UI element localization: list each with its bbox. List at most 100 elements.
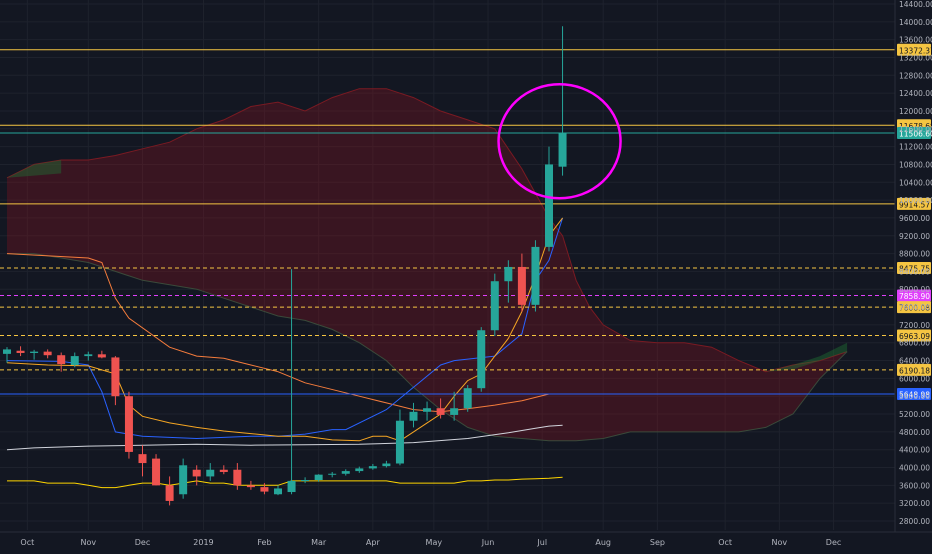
price-axis[interactable]: 14400.00 14000.00 13600.00 13200.00 12800.00… [894,0,932,532]
price-tick-label: 3200.00 [899,499,930,508]
candle-body-up[interactable] [30,351,39,353]
candle-body-up[interactable] [341,471,350,474]
price-tick-label: 4400.00 [899,446,930,455]
candle-body-down[interactable] [192,469,201,477]
grid-lines [0,0,895,530]
candle-body-up[interactable] [179,465,188,495]
level-price-tag[interactable] [897,329,931,342]
candle-body-up[interactable] [531,246,540,305]
volume-line [7,476,563,489]
candle-body-down[interactable] [246,485,255,488]
price-tick-label: 2800.00 [899,517,930,526]
candle-body-up[interactable] [314,474,323,480]
time-tick-label: Oct [718,538,732,547]
level-price-tag[interactable] [897,388,931,401]
price-tick-label: 4800.00 [899,428,930,437]
price-tick-label: 9600.00 [899,214,930,223]
price-tick-label: 3600.00 [899,481,930,490]
candle-body-up[interactable] [463,388,472,409]
candle-body-up[interactable] [3,349,11,354]
candle-body-down[interactable] [260,487,269,492]
price-tick-label: 13600.00 [899,36,932,45]
level-price-tag[interactable] [897,289,931,302]
candle-body-down[interactable] [517,266,526,305]
price-tick-label: 10400.00 [899,178,932,187]
candle-body-up[interactable] [70,356,79,366]
time-tick-label: 2019 [193,538,213,547]
candle-body-up[interactable] [504,266,513,282]
level-price-tag[interactable] [897,197,931,210]
candle-body-up[interactable] [274,488,282,495]
time-tick-label: Jun [481,538,495,547]
candle-body-down[interactable] [152,458,161,486]
cloud-upper-edge [6,88,848,373]
time-axis[interactable]: Oct Nov Dec 2019 Feb Mar Apr May Jun Jul Aug Sep Oct… [0,531,932,547]
price-tick-label: 12400.00 [899,89,932,98]
candle-body-down[interactable] [138,454,147,464]
price-tick-label: 10000.00 [899,196,932,205]
candle-body-down[interactable] [124,396,133,452]
price-tick-label: 12000.00 [899,107,932,116]
candlesticks[interactable] [3,26,567,506]
price-tick-label: 11200.00 [899,143,932,152]
level-price-tag[interactable] [897,301,931,314]
level-price-label: 6190.18 [899,366,930,375]
price-tick-label: 5200.00 [899,410,930,419]
level-price-label: 6963.09 [899,332,930,341]
time-tick-label: Jul [536,538,547,547]
level-price-label: 11678.68 [899,122,932,131]
candle-body-up[interactable] [490,281,499,331]
level-price-tag[interactable] [897,363,931,376]
candle-body-up[interactable] [355,468,364,472]
time-tick-label: Oct [20,538,34,547]
candle-body-up[interactable] [287,480,296,493]
price-tick-label: 5600.00 [899,392,930,401]
candle-body-up[interactable] [382,463,391,467]
price-tick-label: 4000.00 [899,464,930,473]
level-price-tag[interactable] [897,43,931,56]
level-price-label: 13372.37 [899,46,932,55]
time-tick-label: Dec [826,538,841,547]
candle-body-up[interactable] [301,479,310,481]
candle-body-up[interactable] [368,466,377,469]
ma-fast-line [6,217,563,442]
candle-body-up[interactable] [206,469,215,477]
highlight-circle[interactable] [497,83,622,200]
candle-body-down[interactable] [16,350,25,353]
candle-body-down[interactable] [233,469,242,486]
price-tick-label: 6400.00 [899,357,930,366]
candle-body-down[interactable] [219,469,228,472]
price-tick-label: 8400.00 [899,267,930,276]
candle-body-up[interactable] [450,408,459,415]
candle-body-up[interactable] [328,473,337,475]
level-price-tag[interactable] [897,126,931,139]
candle-body-down[interactable] [165,485,174,501]
candle-body-up[interactable] [84,354,93,357]
candle-body-up[interactable] [558,133,567,167]
level-price-label: 11506.60 [899,129,932,138]
candle-body-down[interactable] [97,354,106,358]
candle-body-down[interactable] [436,408,445,415]
tenkan-line [6,217,564,440]
price-tick-label: 6800.00 [899,339,930,348]
level-price-label: 5648.98 [899,391,930,400]
annotations[interactable] [497,83,622,200]
candle-body-up[interactable] [395,420,404,464]
candle-body-up[interactable] [545,164,553,247]
price-tick-label: 14000.00 [899,18,932,27]
candle-body-down[interactable] [57,355,66,365]
candle-body-down[interactable] [111,357,120,397]
candle-body-up[interactable] [409,411,418,421]
level-price-tag[interactable] [897,262,931,275]
candle-body-down[interactable] [43,351,52,356]
candle-body-up[interactable] [477,330,486,389]
level-price-label: 7600.08 [899,304,930,313]
level-price-label: 8475.75 [899,265,930,274]
price-tick-label: 13200.00 [899,53,932,62]
candle-body-up[interactable] [423,408,432,412]
price-tick-label: 7200.00 [899,321,930,330]
